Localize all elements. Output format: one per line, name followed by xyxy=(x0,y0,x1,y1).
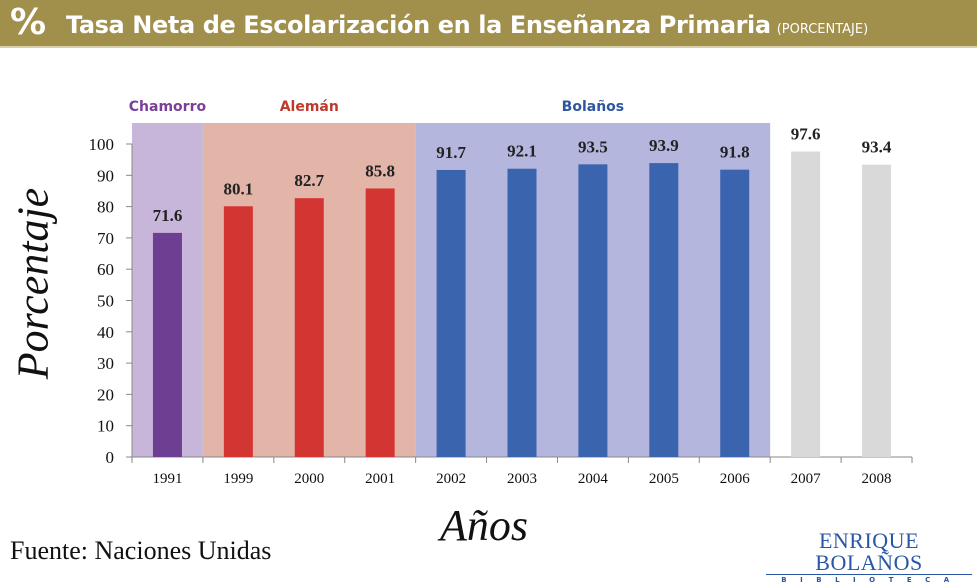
data-label-2007: 97.6 xyxy=(791,125,821,144)
bar-2000 xyxy=(294,198,324,458)
x-axis-title: Años xyxy=(440,501,528,550)
x-tick-label: 1999 xyxy=(223,471,253,487)
data-label-1991: 71.6 xyxy=(153,206,183,225)
chart-title: Tasa Neta de Escolarización en la Enseña… xyxy=(66,0,868,55)
y-tick-label: 30 xyxy=(97,354,114,373)
x-tick-label: 2002 xyxy=(436,471,466,487)
bar-1991 xyxy=(152,232,182,457)
source-note: Fuente: Naciones Unidas xyxy=(10,536,272,565)
data-label-1999: 80.1 xyxy=(223,179,253,198)
logo-subtitle: BIBLIOTECA xyxy=(781,576,963,584)
y-tick-label: 10 xyxy=(97,417,114,436)
x-tick-label: 2003 xyxy=(507,471,537,487)
data-label-2002: 91.7 xyxy=(436,143,466,162)
bar-2002 xyxy=(436,169,466,457)
x-tick-label: 2004 xyxy=(578,471,609,487)
data-label-2001: 85.8 xyxy=(365,161,395,180)
x-tick-label: 2008 xyxy=(862,471,892,487)
logo-name: ENRIQUE BOLAÑOS xyxy=(766,530,972,575)
y-tick-label: 70 xyxy=(97,229,114,248)
bar-2006 xyxy=(720,169,750,457)
group-label-aleman: Alemán xyxy=(280,99,339,115)
y-tick-label: 40 xyxy=(97,323,114,342)
bar-chart: 0 10 20 30 40 50 60 70 80 90 100 Chamorro Alemán Bol… xyxy=(89,99,913,487)
data-label-2005: 93.9 xyxy=(649,136,679,155)
y-tick-label: 0 xyxy=(106,448,115,467)
data-label-2006: 91.8 xyxy=(720,143,750,162)
chart-subtitle: (PORCENTAJE) xyxy=(776,22,869,37)
x-tick-label: 2006 xyxy=(720,471,751,487)
y-tick-label: 20 xyxy=(97,385,114,404)
biblioteca-logo: ENRIQUE BOLAÑOS BIBLIOTECA xyxy=(766,530,972,585)
bar-2001 xyxy=(365,188,395,458)
y-tick-label: 50 xyxy=(97,292,114,311)
percent-icon: % xyxy=(10,2,47,43)
x-tick-label: 2007 xyxy=(791,471,822,487)
x-tick-label: 2000 xyxy=(294,471,324,487)
group-label-bolanos: Bolaños xyxy=(562,99,624,115)
y-tick-label: 90 xyxy=(97,166,114,185)
bar-2004 xyxy=(578,164,608,457)
data-label-2000: 82.7 xyxy=(294,171,324,190)
bar-2007 xyxy=(791,151,821,457)
y-axis-title: Porcentaje xyxy=(8,187,58,380)
bar-1999 xyxy=(223,206,253,457)
data-label-2008: 93.4 xyxy=(862,138,892,157)
x-tick-label: 2005 xyxy=(649,471,679,487)
bar-2008 xyxy=(862,164,892,457)
data-label-2004: 93.5 xyxy=(578,137,608,156)
y-tick-label: 80 xyxy=(97,198,114,217)
title-bar: % Tasa Neta de Escolarización en la Ense… xyxy=(0,0,977,48)
group-label-chamorro: Chamorro xyxy=(129,99,207,115)
bar-2005 xyxy=(649,163,679,457)
x-tick-label: 1991 xyxy=(152,471,182,487)
x-tick-label: 2001 xyxy=(365,471,395,487)
y-tick-label: 100 xyxy=(89,135,115,154)
bar-2003 xyxy=(507,168,537,458)
y-tick-label: 60 xyxy=(97,260,114,279)
data-label-2003: 92.1 xyxy=(507,142,537,161)
chart-title-text: Tasa Neta de Escolarización en la Enseña… xyxy=(66,11,771,39)
